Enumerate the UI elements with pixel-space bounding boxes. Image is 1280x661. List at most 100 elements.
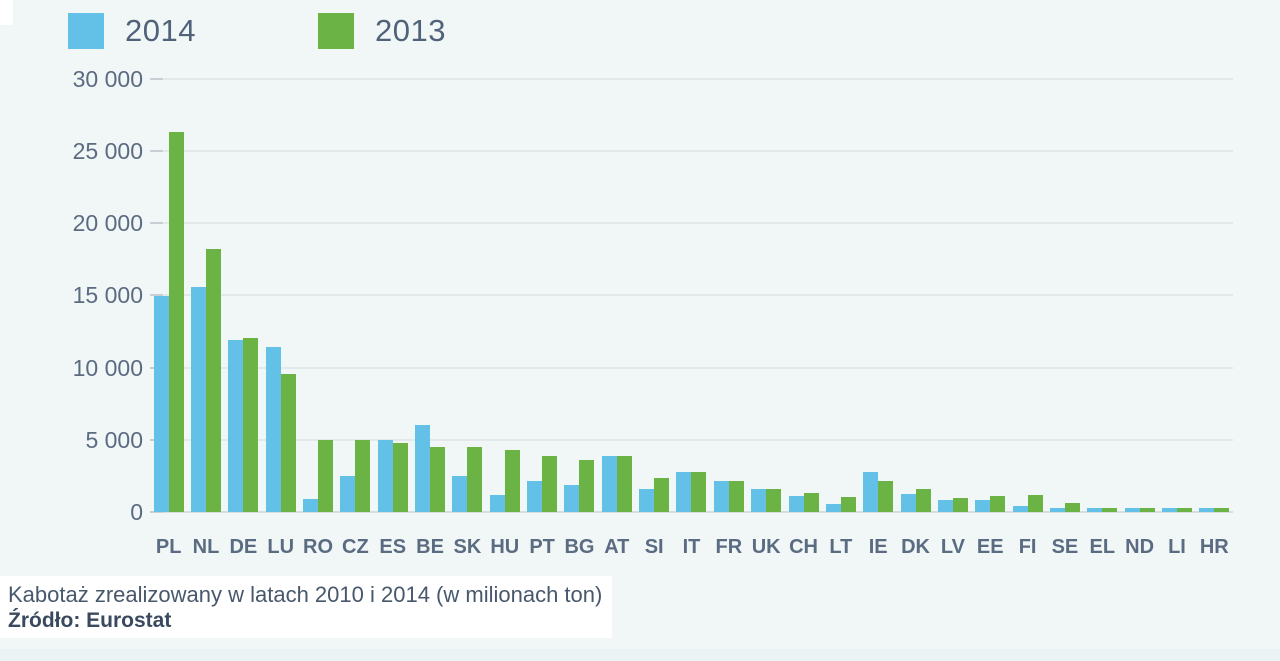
bar-2014-CH (788, 496, 804, 512)
bar-2013-FI (1027, 495, 1043, 512)
category-slot: IE (860, 79, 897, 561)
category-slot: HU (486, 79, 523, 561)
corner-artifact (0, 0, 13, 25)
bar-2013-HU (504, 450, 520, 512)
category-slot: CZ (337, 79, 374, 561)
bar-pair (601, 456, 632, 512)
bar-2013-BE (430, 447, 446, 512)
x-axis-label: PL (155, 536, 182, 558)
bar-2013-PT (542, 456, 558, 512)
x-axis-label: ND (1125, 536, 1155, 558)
gridline (150, 511, 1233, 513)
x-axis-label: UK (751, 536, 781, 558)
bar-2014-LV (937, 500, 953, 512)
x-axis-label: SE (1051, 536, 1079, 558)
category-slot: ND (1121, 79, 1158, 561)
bar-2013-DE (243, 338, 259, 512)
bar-pair (825, 497, 856, 512)
bar-2014-AT (601, 456, 617, 512)
x-axis-label: CZ (342, 536, 369, 558)
bar-2013-DK (915, 489, 931, 512)
bar-pair (713, 481, 744, 512)
category-slot: BE (411, 79, 448, 561)
category-slot: DE (225, 79, 262, 561)
bar-pair (153, 132, 184, 512)
bar-2013-LT (840, 497, 856, 512)
bar-2014-UK (751, 489, 767, 512)
category-slot: HR (1196, 79, 1233, 561)
x-axis-label: FI (1018, 536, 1037, 558)
legend-item-2014: 2014 (68, 13, 196, 49)
bar-2014-DE (228, 340, 244, 512)
bar-2013-BG (579, 460, 595, 512)
y-axis-tick-label: 20 000 (72, 210, 143, 236)
bar-2014-HU (489, 495, 505, 512)
bar-2014-NL (191, 287, 207, 512)
y-axis-tick-label: 15 000 (72, 282, 143, 308)
category-slot: IT (673, 79, 710, 561)
legend-swatch-2013 (318, 13, 354, 49)
bar-2013-EL (1102, 508, 1118, 512)
bar-pair (676, 472, 707, 512)
bar-pair (900, 489, 931, 512)
bar-2013-LV (952, 498, 968, 512)
x-axis-label: HR (1199, 536, 1229, 558)
x-axis-label: LU (267, 536, 295, 558)
chart-title: Kabotaż zrealizowany w latach 2010 i 201… (8, 582, 603, 607)
bar-2014-HR (1199, 508, 1215, 512)
x-axis-label: BG (564, 536, 595, 558)
gridline (150, 294, 1233, 296)
category-slot: EE (972, 79, 1009, 561)
bar-pair (489, 450, 520, 512)
bar-2013-SK (467, 447, 483, 512)
x-axis-label: RO (303, 536, 334, 558)
category-slot: FR (710, 79, 747, 561)
x-axis-label: EE (976, 536, 1004, 558)
bar-2013-AT (616, 456, 632, 512)
bar-2013-ND (1139, 508, 1155, 512)
bar-2014-RO (303, 499, 319, 512)
bar-2013-CZ (355, 440, 371, 512)
bar-2014-LI (1161, 508, 1177, 512)
legend-item-2013: 2013 (318, 13, 446, 49)
bar-2014-EE (975, 500, 991, 512)
bar-pair (377, 440, 408, 512)
bar-pair (415, 425, 446, 512)
bar-pair (975, 496, 1006, 512)
category-slot: SE (1046, 79, 1083, 561)
y-axis-tick (150, 150, 163, 152)
y-axis-tick-label: 10 000 (72, 355, 143, 381)
bar-pair (527, 456, 558, 512)
bar-pair (1124, 508, 1155, 512)
bar-pair (564, 460, 595, 512)
category-slot: CH (785, 79, 822, 561)
bar-2014-IE (863, 472, 879, 512)
bar-pair (303, 440, 334, 512)
bar-2014-PT (527, 481, 543, 512)
legend-swatch-2014 (68, 13, 104, 49)
x-axis-label: LI (1168, 536, 1186, 558)
bar-2013-CH (803, 493, 819, 512)
x-axis-label: HU (490, 536, 520, 558)
y-axis-tick-label: 0 (130, 499, 143, 525)
gridline (150, 222, 1233, 224)
chart-legend: 2014 2013 (0, 0, 1280, 56)
y-axis-tick-label: 5 000 (85, 427, 143, 453)
bar-2014-FR (713, 481, 729, 512)
x-axis-label: BE (416, 536, 444, 558)
bar-2014-SK (452, 476, 468, 512)
x-axis-label: AT (604, 536, 630, 558)
bar-2013-SI (654, 478, 670, 512)
bar-2014-LT (825, 504, 841, 512)
bar-pair (340, 440, 371, 512)
gridline (150, 150, 1233, 152)
bar-2014-ES (377, 440, 393, 512)
bar-2014-PL (153, 296, 169, 512)
bar-2014-IT (676, 472, 692, 512)
bar-pair (191, 249, 222, 512)
x-axis-label: NL (192, 536, 220, 558)
bar-2013-IT (691, 472, 707, 512)
x-axis-label: LT (829, 536, 853, 558)
category-slot: SI (635, 79, 672, 561)
